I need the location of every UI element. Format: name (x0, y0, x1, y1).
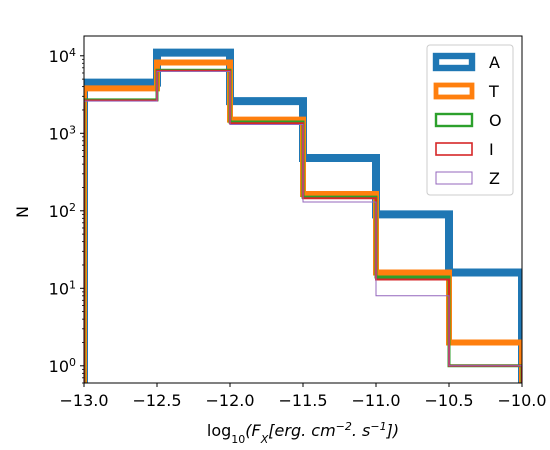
axes: −13.0 −12.5 −12.0 −11.5 −11.0 −10.5 −10.0 100 10… (49, 35, 547, 410)
legend-swatch-O (434, 112, 474, 128)
legend-label-I: I (489, 140, 494, 159)
legend-label-T: T (488, 82, 499, 101)
legend-swatch-I (435, 142, 473, 156)
x-tick-label: −12.5 (132, 391, 181, 410)
series-Z-step (84, 70, 522, 383)
x-axis-label: log10(FX[erg. cm−2. s−1]) (207, 420, 399, 446)
x-tick-label: −10.5 (424, 391, 473, 410)
y-tick-label: 102 (49, 200, 76, 221)
x-tick-label: −12.0 (205, 391, 254, 410)
y-tick-label: 101 (49, 278, 76, 299)
series-group (84, 48, 522, 383)
y-tick-label: 100 (49, 355, 76, 376)
y-tick-label: 104 (49, 45, 76, 66)
y-tick-label: 103 (49, 123, 76, 144)
legend-box (426, 44, 514, 196)
y-axis-label: N (13, 206, 32, 218)
legend-label-Z: Z (489, 169, 500, 188)
x-tick-label: −13.0 (59, 391, 108, 410)
legend-swatch-Z (435, 171, 473, 185)
legend-swatch-T (433, 82, 475, 100)
legend-label-A: A (489, 53, 500, 72)
plot-area (84, 48, 522, 383)
legend-label-O: O (489, 111, 502, 130)
x-tick-label: −10.0 (497, 391, 546, 410)
x-tick-label: −11.5 (278, 391, 327, 410)
legend-swatch-A (432, 52, 476, 72)
x-tick-label: −11.0 (351, 391, 400, 410)
